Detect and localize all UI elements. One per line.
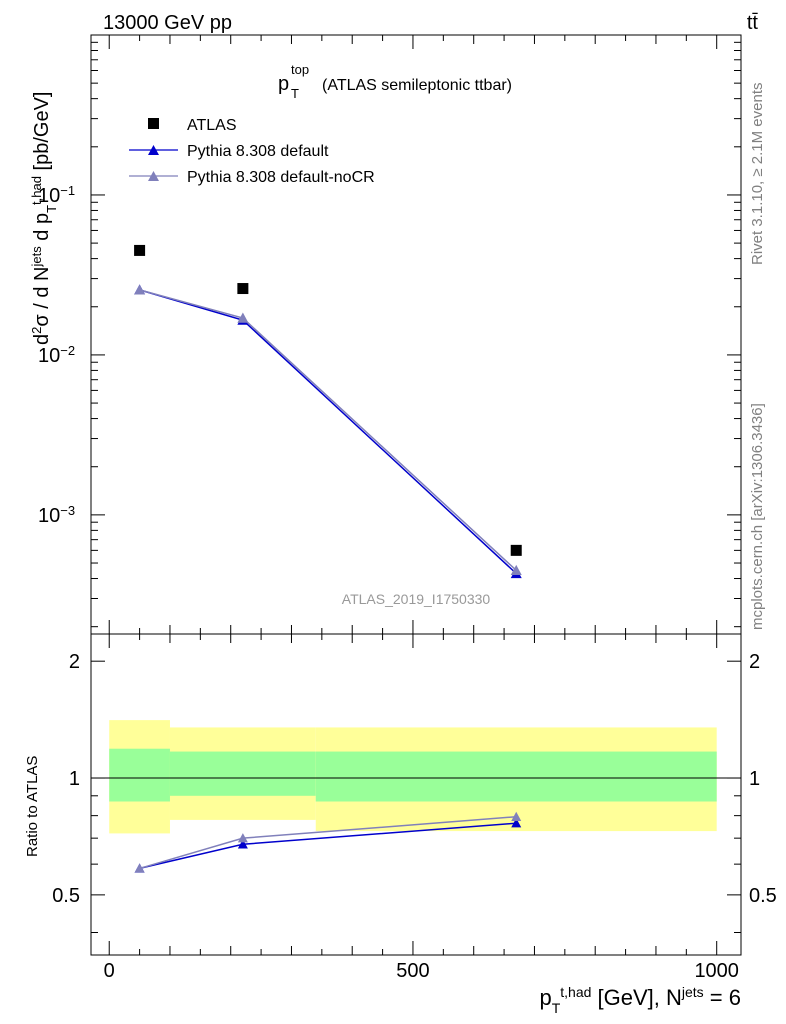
ratio-y-tick-labels: 0.5 1 2 0.5 1 2 — [52, 651, 777, 907]
ratio-tick-label-right-1: 1 — [749, 768, 760, 790]
main-point-2-1 — [237, 312, 249, 323]
x-axis-label: pTt,had [GeV], Njets = 6 — [539, 984, 741, 1016]
x-tick-label-2: 1000 — [694, 960, 739, 982]
main-y-ticks — [91, 34, 741, 628]
ratio-series — [134, 811, 522, 873]
title-sub: T — [291, 86, 299, 101]
main-point-2-0 — [134, 284, 146, 295]
atlas-point-1 — [237, 283, 249, 295]
ratio-tick-label-left-1: 1 — [69, 768, 80, 790]
y-tick-label-1: 10−2 — [38, 342, 75, 367]
y-tick-label-2: 10−3 — [38, 502, 75, 527]
legend-default-label: Pythia 8.308 default — [187, 143, 329, 160]
legend-nocr-label: Pythia 8.308 default-noCR — [187, 169, 375, 186]
title-rest: (ATLAS semileptonic ttbar) — [322, 77, 512, 94]
legend-nocr-marker — [148, 171, 159, 181]
main-ylabel: d2σ / d Njets d pTt,had [pb/GeV] — [29, 92, 59, 345]
x-tick-label-0: 0 — [104, 960, 115, 982]
ratio-y-ticks — [91, 660, 741, 933]
analysis-watermark: ATLAS_2019_I1750330 — [342, 591, 491, 607]
main-y-tick-labels: 10−1 10−2 10−3 — [38, 182, 75, 526]
ratio-point-0-1 — [237, 839, 248, 849]
ratio-tick-label-left-2: 2 — [69, 651, 80, 673]
legend: ATLAS Pythia 8.308 default Pythia 8.308 … — [129, 117, 375, 186]
ratio-point-1-0 — [134, 863, 145, 873]
legend-atlas-marker — [148, 118, 159, 129]
ratio-tick-label-right-0: 0.5 — [749, 885, 777, 907]
ratio-tick-label-right-2: 2 — [749, 651, 760, 673]
main-title: p T top (ATLAS semileptonic ttbar) — [278, 62, 512, 101]
legend-default-marker — [148, 145, 159, 155]
atlas-point-2 — [510, 544, 522, 556]
band-inner-1 — [169, 751, 316, 796]
ratio-point-1-2 — [511, 811, 522, 821]
band-inner-0 — [109, 748, 170, 802]
ratio-plot-frame — [90, 633, 742, 956]
main-point-2-2 — [510, 564, 522, 576]
rivet-label: Rivet 3.1.10, ≥ 2.1M events — [749, 83, 766, 266]
energy-label: 13000 GeV pp — [103, 12, 232, 34]
legend-atlas-label: ATLAS — [187, 117, 237, 134]
ratio-point-0-2 — [511, 818, 522, 828]
x-tick-labels: 0 500 1000 — [104, 960, 739, 982]
title-p: p — [278, 73, 289, 95]
y-tick-label-0: 10−1 — [38, 182, 75, 207]
ratio-point-1-1 — [237, 833, 248, 843]
mcplots-label: mcplots.cern.ch [arXiv:1306.3436] — [749, 403, 766, 630]
main-series-line-1 — [139, 289, 517, 575]
x-tick-label-1: 500 — [396, 960, 429, 982]
band-inner-2 — [315, 751, 717, 802]
process-label: tt̄ — [747, 12, 759, 34]
title-sup: top — [291, 62, 309, 77]
main-series — [134, 244, 522, 579]
x-ticks — [108, 35, 718, 955]
ratio-bands — [109, 720, 717, 834]
atlas-point-0 — [134, 244, 146, 256]
main-series-line-2 — [139, 289, 517, 571]
ratio-tick-label-left-0: 0.5 — [52, 885, 80, 907]
ratio-ylabel: Ratio to ATLAS — [24, 756, 41, 857]
